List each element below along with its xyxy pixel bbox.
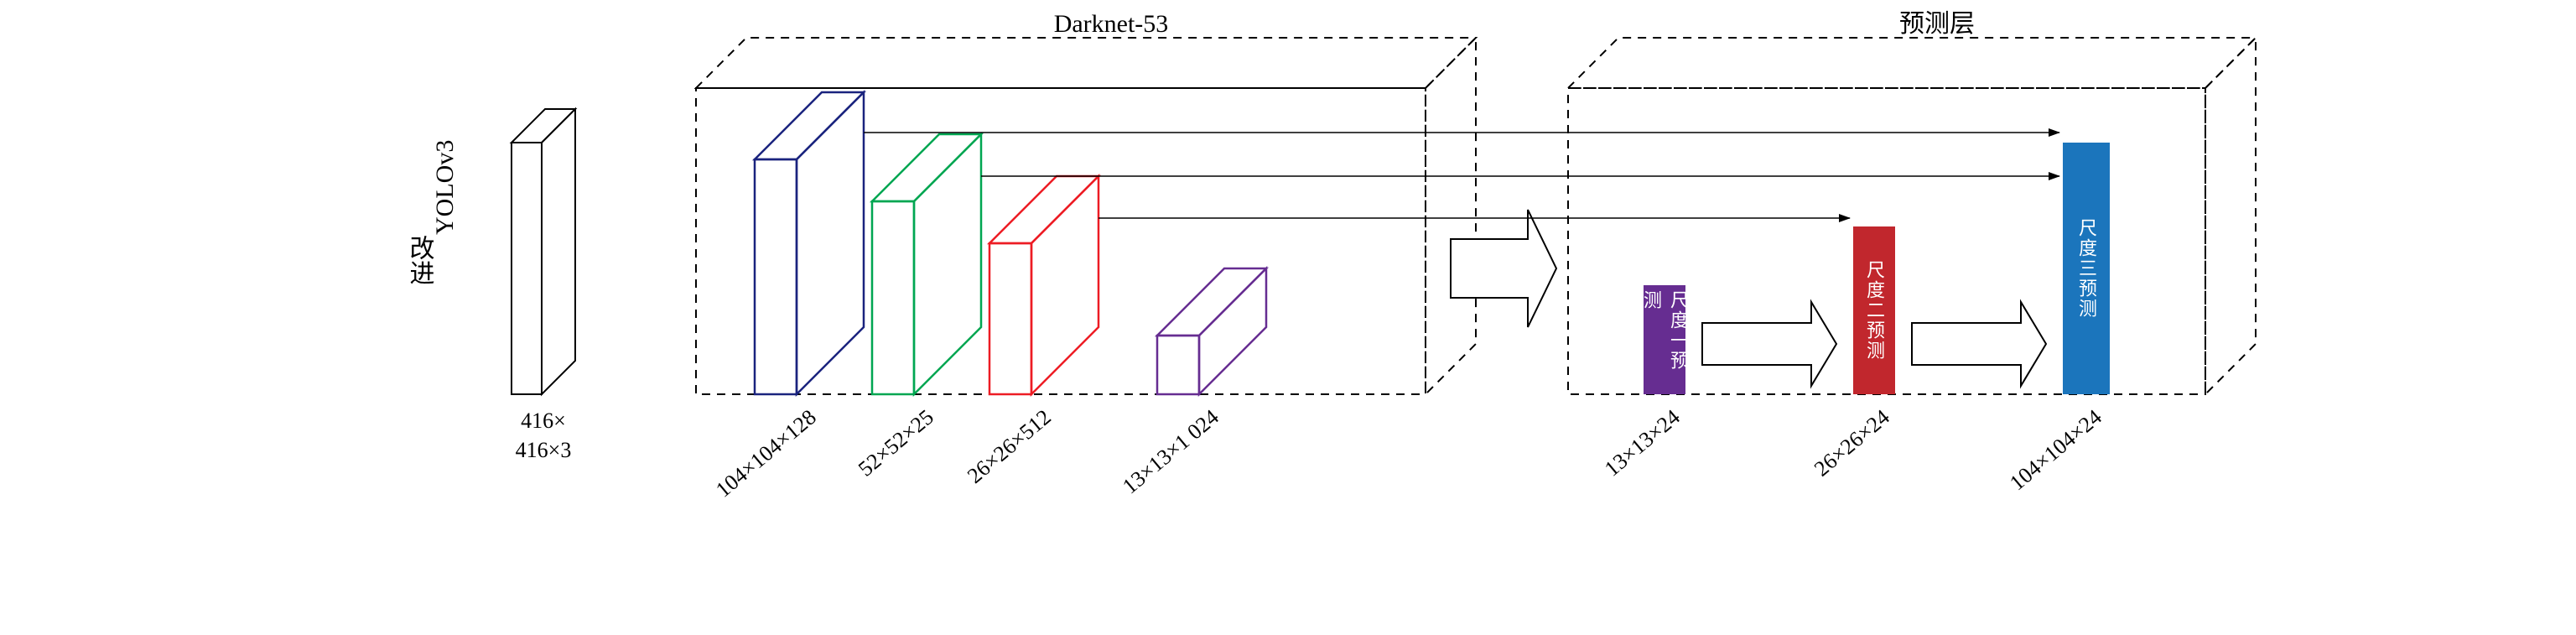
pred-title: 预测层	[1899, 10, 1975, 38]
backbone-box-1	[872, 134, 981, 394]
pred-box-2: 尺度三预测	[2063, 143, 2110, 394]
backbone-box-3	[1157, 268, 1266, 394]
input-dim-1: 416×	[521, 409, 566, 433]
big-arrow-1	[1702, 302, 1836, 386]
backbone-dim-3: 13×13×1 024	[1118, 404, 1223, 498]
big-arrow-2	[1912, 302, 2046, 386]
backbone-box-2	[989, 176, 1098, 394]
backbone-dim-0: 104×104×128	[711, 404, 821, 502]
backbone-box-0	[755, 92, 864, 394]
pred-dim-1: 26×26×24	[1810, 404, 1894, 481]
side-label-1: 改进	[406, 235, 434, 285]
backbone-dim-2: 26×26×512	[963, 404, 1056, 488]
backbone-title: Darknet-53	[1054, 10, 1169, 38]
pred-dim-2: 104×104×24	[2005, 404, 2106, 495]
big-arrow-main	[1451, 210, 1556, 327]
input-dim-2: 416×3	[516, 438, 572, 462]
pred-box-1: 尺度二预测	[1853, 226, 1895, 394]
pred-box-0: 尺度一预测	[1644, 285, 1685, 394]
input-cuboid: 416× 416×3	[512, 109, 575, 462]
backbone-container: Darknet-53	[696, 10, 1476, 394]
side-label-2: YOLOv3	[431, 140, 459, 235]
pred-dim-0: 13×13×24	[1600, 404, 1685, 481]
backbone-dim-1: 52×52×25	[854, 404, 938, 481]
